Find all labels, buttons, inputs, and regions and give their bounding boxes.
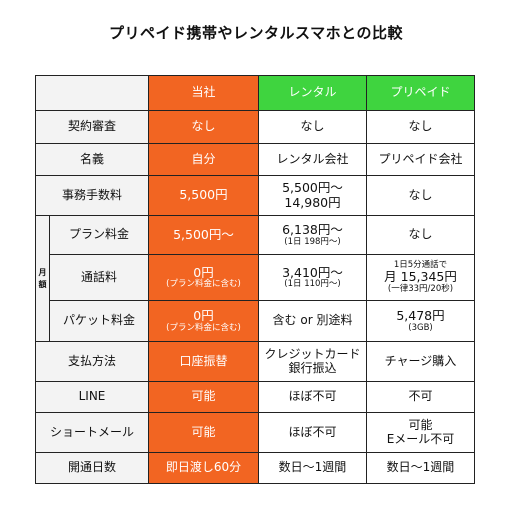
row-payment: 支払方法 口座振替 クレジットカード 銀行振込 チャージ購入 (35, 341, 475, 382)
rental-payment-line1: クレジットカード (264, 346, 361, 361)
label-payment: 支払方法 (35, 341, 149, 382)
rental-fee-line1: 5,500円〜 (282, 180, 343, 196)
label-fee: 事務手数料 (35, 175, 149, 216)
ours-packet: 0円 (プラン料金に含む) (148, 300, 259, 342)
prepaid-call-top: 1日5分通話で (393, 259, 448, 270)
prepaid-packet-sub: (3GB) (408, 322, 433, 333)
header-rental: レンタル (258, 75, 367, 111)
label-line: LINE (35, 381, 149, 413)
ours-contract: なし (148, 110, 259, 144)
prepaid-line: 不可 (366, 381, 475, 413)
rental-sms: ほぼ不可 (258, 412, 367, 453)
rental-plan-main: 6,138円〜 (282, 222, 343, 238)
label-days: 開通日数 (35, 452, 149, 484)
ours-plan: 5,500円〜 (148, 215, 259, 255)
row-call: 通話料 0円 (プラン料金に含む) 3,410円〜 (1日 110円〜) 1日5… (36, 254, 475, 301)
prepaid-sms: 可能 Eメール不可 (366, 412, 475, 453)
row-contract: 契約審査 なし なし なし (35, 110, 475, 144)
prepaid-packet-main: 5,478円 (396, 308, 445, 324)
label-name: 名義 (35, 143, 149, 176)
ours-fee: 5,500円 (148, 175, 259, 216)
ours-call: 0円 (プラン料金に含む) (148, 254, 259, 301)
monthly-label: 月 額 (35, 215, 50, 342)
rental-days: 数日〜1週間 (258, 452, 367, 484)
monthly-label-char1: 月 (38, 267, 47, 277)
comparison-table: 当社 レンタル プリペイド 契約審査 なし なし なし 名義 自分 レンタル会社… (35, 75, 475, 484)
rental-payment: クレジットカード 銀行振込 (258, 341, 367, 382)
prepaid-call: 1日5分通話で 月 15,345円 (一律33円/20秒) (366, 254, 475, 301)
header-ours: 当社 (148, 75, 259, 111)
ours-sms: 可能 (148, 412, 259, 453)
ours-days: 即日渡し60分 (148, 452, 259, 484)
rental-call-main: 3,410円〜 (282, 264, 343, 280)
prepaid-name: プリペイド会社 (366, 143, 475, 176)
row-days: 開通日数 即日渡し60分 数日〜1週間 数日〜1週間 (35, 452, 475, 484)
prepaid-contract: なし (366, 110, 475, 144)
label-plan: プラン料金 (49, 215, 149, 255)
rental-fee-line2: 14,980円 (284, 194, 341, 210)
rental-contract: なし (258, 110, 367, 144)
rental-call-sub: (1日 110円〜) (284, 279, 341, 290)
ours-call-sub: (プラン料金に含む) (166, 279, 241, 290)
rental-line: ほぼ不可 (258, 381, 367, 413)
prepaid-packet: 5,478円 (3GB) (366, 300, 475, 342)
ours-name: 自分 (148, 143, 259, 176)
label-sms: ショートメール (35, 412, 149, 453)
prepaid-plan: なし (366, 215, 475, 255)
prepaid-call-main: 月 15,345円 (384, 269, 457, 285)
prepaid-fee: なし (366, 175, 475, 216)
rental-name: レンタル会社 (258, 143, 367, 176)
row-name: 名義 自分 レンタル会社 プリペイド会社 (35, 143, 475, 176)
rental-packet: 含む or 別途料 (258, 300, 367, 342)
ours-line: 可能 (148, 381, 259, 413)
rental-plan: 6,138円〜 (1日 198円〜) (258, 215, 367, 255)
label-contract: 契約審査 (35, 110, 149, 144)
rental-fee: 5,500円〜 14,980円 (258, 175, 367, 216)
ours-packet-sub: (プラン料金に含む) (166, 322, 241, 333)
rental-plan-sub: (1日 198円〜) (284, 236, 341, 247)
row-line: LINE 可能 ほぼ不可 不可 (35, 381, 475, 413)
row-sms: ショートメール 可能 ほぼ不可 可能 Eメール不可 (35, 412, 475, 453)
prepaid-call-sub: (一律33円/20秒) (387, 283, 454, 294)
row-fee: 事務手数料 5,500円 5,500円〜 14,980円 なし (35, 175, 475, 216)
header-prepaid: プリペイド (366, 75, 475, 111)
prepaid-sms-line2: Eメール不可 (386, 431, 455, 446)
ours-call-main: 0円 (193, 264, 214, 280)
label-packet: パケット料金 (49, 300, 149, 342)
header-row: 当社 レンタル プリペイド (35, 75, 475, 111)
rental-payment-line2: 銀行振込 (288, 360, 337, 375)
row-plan: 月 額 プラン料金 5,500円〜 6,138円〜 (1日 198円〜) なし (35, 215, 475, 342)
rental-call: 3,410円〜 (1日 110円〜) (258, 254, 367, 301)
page-title: プリペイド携帯やレンタルスマホとの比較 (109, 24, 403, 42)
row-packet: パケット料金 0円 (プラン料金に含む) 含む or 別途料 5,478円 (3… (36, 300, 475, 342)
label-call: 通話料 (49, 254, 149, 301)
ours-packet-main: 0円 (193, 308, 214, 324)
prepaid-sms-line1: 可能 (408, 417, 433, 432)
prepaid-days: 数日〜1週間 (366, 452, 475, 484)
header-blank-cell (35, 75, 149, 111)
monthly-label-char2: 額 (38, 279, 47, 289)
prepaid-payment: チャージ購入 (366, 341, 475, 382)
ours-payment: 口座振替 (148, 341, 259, 382)
